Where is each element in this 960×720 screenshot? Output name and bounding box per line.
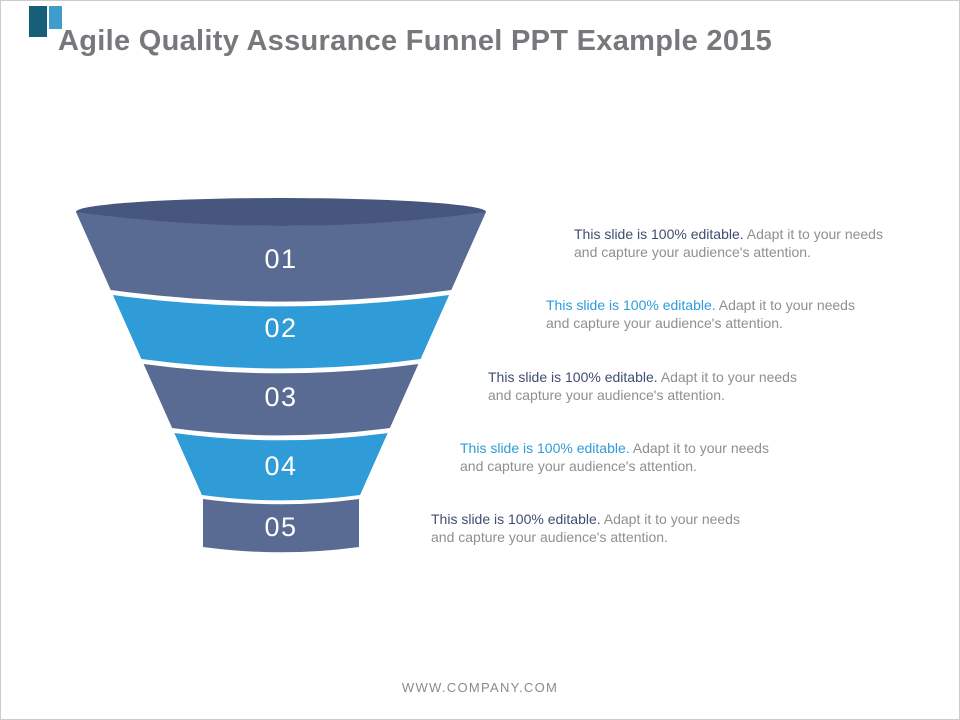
caption-lead: This slide is 100% editable. <box>488 369 658 385</box>
accent-square-light <box>49 6 62 29</box>
funnel-rim <box>76 198 486 226</box>
caption-block-5: This slide is 100% editable. Adapt it to… <box>431 510 761 546</box>
caption-lead: This slide is 100% editable. <box>431 511 601 527</box>
caption-rest: Adapt it to your needs and capture your … <box>460 440 769 474</box>
caption-rest: Adapt it to your needs and capture your … <box>488 369 797 403</box>
caption-block-4: This slide is 100% editable. Adapt it to… <box>460 439 790 475</box>
funnel-segment-label-05: 05 <box>264 512 298 542</box>
funnel-segment-label-04: 04 <box>264 451 298 481</box>
accent-square-dark <box>29 6 47 37</box>
funnel-segment-label-01: 01 <box>264 244 298 274</box>
caption-block-2: This slide is 100% editable. Adapt it to… <box>546 296 876 332</box>
funnel-segment-label-02: 02 <box>264 313 298 343</box>
caption-rest: Adapt it to your needs and capture your … <box>431 511 740 545</box>
footer-url: WWW.COMPANY.COM <box>401 680 559 695</box>
funnel-segment-label-03: 03 <box>264 382 298 412</box>
caption-block-1: This slide is 100% editable. Adapt it to… <box>574 225 904 261</box>
caption-lead: This slide is 100% editable. <box>574 226 744 242</box>
caption-lead: This slide is 100% editable. <box>460 440 630 456</box>
caption-rest: Adapt it to your needs and capture your … <box>574 226 883 260</box>
caption-lead: This slide is 100% editable. <box>546 297 716 313</box>
slide-title: Agile Quality Assurance Funnel PPT Examp… <box>58 25 773 57</box>
caption-rest: Adapt it to your needs and capture your … <box>546 297 855 331</box>
caption-block-3: This slide is 100% editable. Adapt it to… <box>488 368 818 404</box>
